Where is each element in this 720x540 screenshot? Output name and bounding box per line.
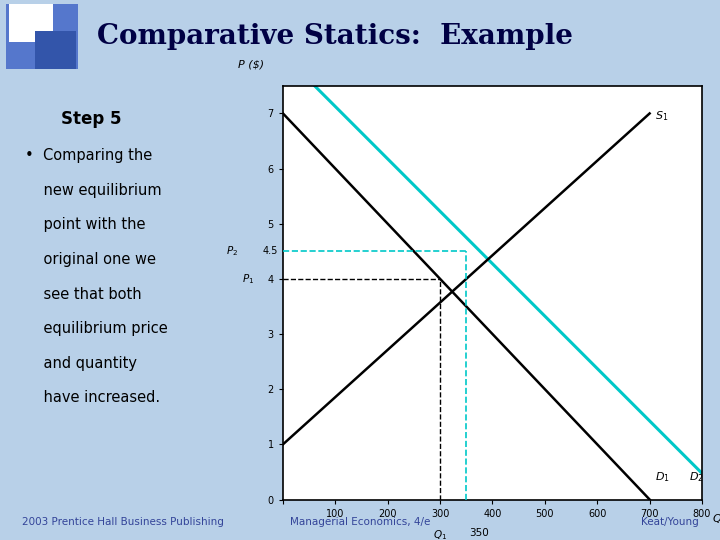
Text: $Q_1$: $Q_1$ [433, 528, 447, 540]
Text: $D_2$: $D_2$ [689, 470, 703, 484]
Text: 350: 350 [469, 528, 489, 538]
Text: have increased.: have increased. [24, 390, 160, 405]
Text: 4.5: 4.5 [263, 246, 279, 256]
Text: Comparative Statics:  Example: Comparative Statics: Example [97, 23, 573, 50]
Text: original one we: original one we [24, 252, 156, 267]
Text: Q: Q [713, 514, 720, 524]
Text: Step 5: Step 5 [61, 111, 122, 129]
Text: $S_1$: $S_1$ [655, 109, 668, 123]
Text: and quantity: and quantity [24, 356, 137, 370]
Text: equilibrium price: equilibrium price [24, 321, 168, 336]
Text: $P_1$: $P_1$ [242, 272, 254, 286]
Text: point with the: point with the [24, 218, 145, 232]
Text: $D_1$: $D_1$ [655, 470, 670, 484]
Bar [6, 4, 78, 69]
Bar [35, 31, 76, 69]
Bar [35, 4, 53, 31]
Text: 2003 Prentice Hall Business Publishing: 2003 Prentice Hall Business Publishing [22, 517, 223, 528]
Bar [9, 4, 50, 42]
Text: $P_2$: $P_2$ [226, 245, 238, 258]
Text: •  Comparing the: • Comparing the [24, 148, 152, 164]
Text: new equilibrium: new equilibrium [24, 183, 161, 198]
Text: see that both: see that both [24, 287, 141, 301]
Text: Managerial Economics, 4/e: Managerial Economics, 4/e [290, 517, 430, 528]
Text: P ($): P ($) [238, 59, 264, 69]
Text: Keat/Young: Keat/Young [641, 517, 698, 528]
